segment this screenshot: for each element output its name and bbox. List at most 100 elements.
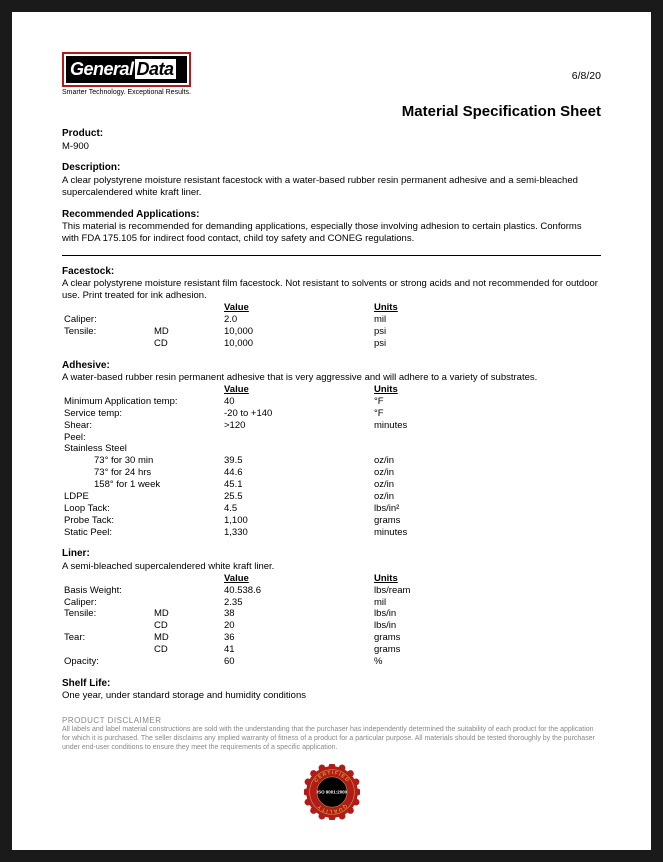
- table-row: Shear:>120minutes: [62, 420, 601, 432]
- cell-value: 40.538.6: [222, 585, 372, 597]
- logo: GeneralData: [62, 52, 191, 87]
- tagline: Smarter Technology. Exceptional Results.: [62, 89, 191, 98]
- cell-label: Service temp:: [62, 408, 222, 420]
- cell-unit: °F: [372, 408, 601, 420]
- page-title: Material Specification Sheet: [62, 103, 601, 122]
- cell-label: Shear:: [62, 420, 222, 432]
- table-row: 158° for 1 week45.1oz/in: [62, 479, 601, 491]
- cell-value: 44.6: [222, 467, 372, 479]
- liner-section: Liner: A semi-bleached supercalendered w…: [62, 548, 601, 667]
- table-row: Peel:: [62, 432, 601, 444]
- cell-sub: CD: [152, 620, 222, 632]
- col-value: Value: [222, 573, 372, 585]
- cell-sub: CD: [152, 644, 222, 656]
- cell-label: [62, 644, 152, 656]
- cell-unit: minutes: [372, 527, 601, 539]
- liner-label: Liner:: [62, 548, 601, 561]
- logo-text-2: Data: [135, 59, 176, 79]
- cell-value: 36: [222, 632, 372, 644]
- shelf-text: One year, under standard storage and hum…: [62, 690, 601, 702]
- adhesive-label: Adhesive:: [62, 360, 601, 373]
- product-name: M-900: [62, 141, 601, 153]
- table-row: Opacity:60%: [62, 656, 601, 668]
- cell-label: Loop Tack:: [62, 503, 222, 515]
- cell-unit: oz/in: [372, 455, 601, 467]
- cell-value: 25.5: [222, 491, 372, 503]
- facestock-text: A clear polystyrene moisture resistant f…: [62, 278, 601, 302]
- logo-text-1: General: [70, 59, 134, 79]
- col-value: Value: [222, 302, 372, 314]
- table-row: Loop Tack:4.5lbs/in²: [62, 503, 601, 515]
- cell-unit: grams: [372, 632, 601, 644]
- description-text: A clear polystyrene moisture resistant f…: [62, 175, 601, 199]
- cell-unit: oz/in: [372, 491, 601, 503]
- cell-value: -20 to +140: [222, 408, 372, 420]
- liner-text: A semi-bleached supercalendered white kr…: [62, 561, 601, 573]
- logo-inner: GeneralData: [66, 56, 187, 83]
- cell-value: 10,000: [222, 326, 372, 338]
- col-units: Units: [372, 384, 601, 396]
- table-row: Caliper:2.0mil: [62, 314, 601, 326]
- cell-unit: lbs/in²: [372, 503, 601, 515]
- col-units: Units: [372, 573, 601, 585]
- cell-unit: oz/in: [372, 467, 601, 479]
- cell-value: 2.35: [222, 597, 372, 609]
- col-units: Units: [372, 302, 601, 314]
- cell-sub: [152, 656, 222, 668]
- cell-label: [62, 620, 152, 632]
- date: 6/8/20: [572, 70, 601, 83]
- table-row: Static Peel:1,330minutes: [62, 527, 601, 539]
- cell-unit: lbs/ream: [372, 585, 601, 597]
- table-row: CD20lbs/in: [62, 620, 601, 632]
- table-row: Basis Weight: 40.538.6lbs/ream: [62, 585, 601, 597]
- iso-badge: CERTIFIED QUALITY ISO 9001:2000: [304, 764, 360, 820]
- cell-label: Static Peel:: [62, 527, 222, 539]
- cell-unit: lbs/in: [372, 620, 601, 632]
- cell-value: 1,330: [222, 527, 372, 539]
- stainless-label: Stainless Steel: [62, 443, 601, 455]
- cell-unit: %: [372, 656, 601, 668]
- cell-label: Caliper:: [62, 314, 152, 326]
- cell-sub: MD: [152, 632, 222, 644]
- cell-value: 2.0: [222, 314, 372, 326]
- table-header: Value Units: [62, 384, 601, 396]
- cell-sub: [152, 585, 222, 597]
- description-label: Description:: [62, 162, 601, 175]
- cell-label: 73° for 30 min: [62, 455, 222, 467]
- cell-sub: [152, 597, 222, 609]
- table-row: Service temp:-20 to +140°F: [62, 408, 601, 420]
- cell-sub: [152, 314, 222, 326]
- recommended-text: This material is recommended for demandi…: [62, 221, 601, 245]
- cell-unit: grams: [372, 515, 601, 527]
- cell-label: Tear:: [62, 632, 152, 644]
- cell-label: Caliper:: [62, 597, 152, 609]
- table-row: Tensile:MD38lbs/in: [62, 608, 601, 620]
- facestock-table: Value Units Caliper:2.0milTensile:MD10,0…: [62, 302, 601, 350]
- cell-label: Opacity:: [62, 656, 152, 668]
- description-section: Description: A clear polystyrene moistur…: [62, 162, 601, 198]
- cell-label: Peel:: [62, 432, 222, 444]
- cell-label: Basis Weight:: [62, 585, 152, 597]
- cell-value: [222, 432, 372, 444]
- table-row: CD41grams: [62, 644, 601, 656]
- iso-badge-wrap: CERTIFIED QUALITY ISO 9001:2000: [62, 764, 601, 820]
- cell-label: Minimum Application temp:: [62, 396, 222, 408]
- cell-value: 4.5: [222, 503, 372, 515]
- product-section: Product: M-900: [62, 128, 601, 152]
- cell-label: Tensile:: [62, 326, 152, 338]
- cell-unit: minutes: [372, 420, 601, 432]
- cell-unit: psi: [372, 338, 601, 350]
- table-row: LDPE25.5oz/in: [62, 491, 601, 503]
- liner-table: Value Units Basis Weight: 40.538.6lbs/rea…: [62, 573, 601, 668]
- cell-value: 39.5: [222, 455, 372, 467]
- cell-sub: CD: [152, 338, 222, 350]
- cell-sub: MD: [152, 326, 222, 338]
- cell-unit: lbs/in: [372, 608, 601, 620]
- cell-value: >120: [222, 420, 372, 432]
- logo-block: GeneralData Smarter Technology. Exceptio…: [62, 52, 191, 97]
- page: GeneralData Smarter Technology. Exceptio…: [12, 12, 651, 850]
- table-row: Probe Tack:1,100grams: [62, 515, 601, 527]
- cell-value: 1,100: [222, 515, 372, 527]
- cell-unit: °F: [372, 396, 601, 408]
- facestock-section: Facestock: A clear polystyrene moisture …: [62, 266, 601, 350]
